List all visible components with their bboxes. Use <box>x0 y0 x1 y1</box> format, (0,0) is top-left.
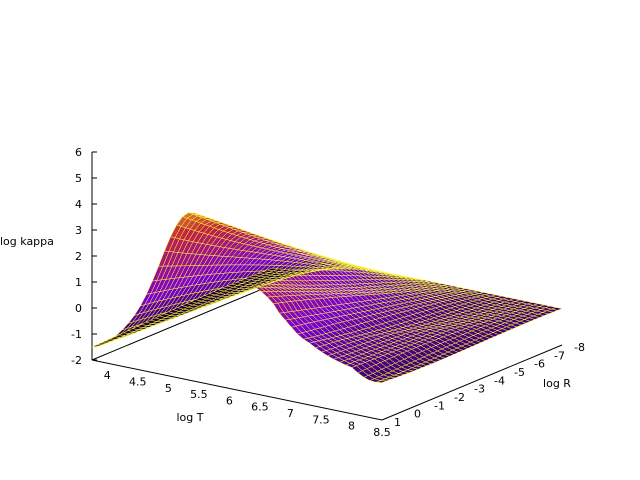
x-tick-label: 5 <box>165 382 172 395</box>
x-tick-label: 7 <box>287 407 294 420</box>
y-axis-line <box>381 344 563 421</box>
z-tick-label: 4 <box>75 198 82 211</box>
back-base-line <box>91 284 273 361</box>
y-tick-label: -3 <box>474 383 485 396</box>
z-tick-label: -1 <box>71 328 82 341</box>
x-tick-label: 5.5 <box>190 388 208 401</box>
x-tick-label: 4.5 <box>129 375 147 388</box>
y-tick-label: 1 <box>394 416 401 429</box>
x-axis-label: log T <box>177 411 204 424</box>
x-tick-label: 6 <box>226 394 233 407</box>
y-tick-label: -7 <box>554 349 565 362</box>
y-tick-label: 0 <box>414 408 421 421</box>
x-tick-label: 7.5 <box>312 413 330 426</box>
y-tick-label: -8 <box>574 341 585 354</box>
z-tick-label: 5 <box>75 172 82 185</box>
x-tick-label: 8.5 <box>373 426 391 439</box>
x-tick-label: 8 <box>348 420 355 433</box>
y-tick-label: -6 <box>534 358 545 371</box>
surface-mesh <box>91 212 563 383</box>
y-tick-label: -1 <box>434 399 445 412</box>
z-tick-label: 6 <box>75 146 82 159</box>
z-tick-label: -2 <box>71 354 82 367</box>
z-tick-label: 3 <box>75 224 82 237</box>
z-tick-label: 0 <box>75 302 82 315</box>
x-tick-label: 6.5 <box>251 401 269 414</box>
z-tick-label: 2 <box>75 250 82 263</box>
surface-cell <box>266 267 279 271</box>
x-axis-line <box>91 359 383 421</box>
z-tick-label: 1 <box>75 276 82 289</box>
y-axis-label: log R <box>543 377 571 390</box>
x-tick-label: 4 <box>104 369 111 382</box>
z-axis-label: log kappa <box>0 235 54 248</box>
y-tick-label: -5 <box>514 366 525 379</box>
y-tick-label: -4 <box>494 374 505 387</box>
y-tick-label: -2 <box>454 391 465 404</box>
